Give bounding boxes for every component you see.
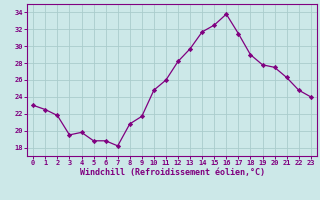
X-axis label: Windchill (Refroidissement éolien,°C): Windchill (Refroidissement éolien,°C): [79, 168, 265, 177]
